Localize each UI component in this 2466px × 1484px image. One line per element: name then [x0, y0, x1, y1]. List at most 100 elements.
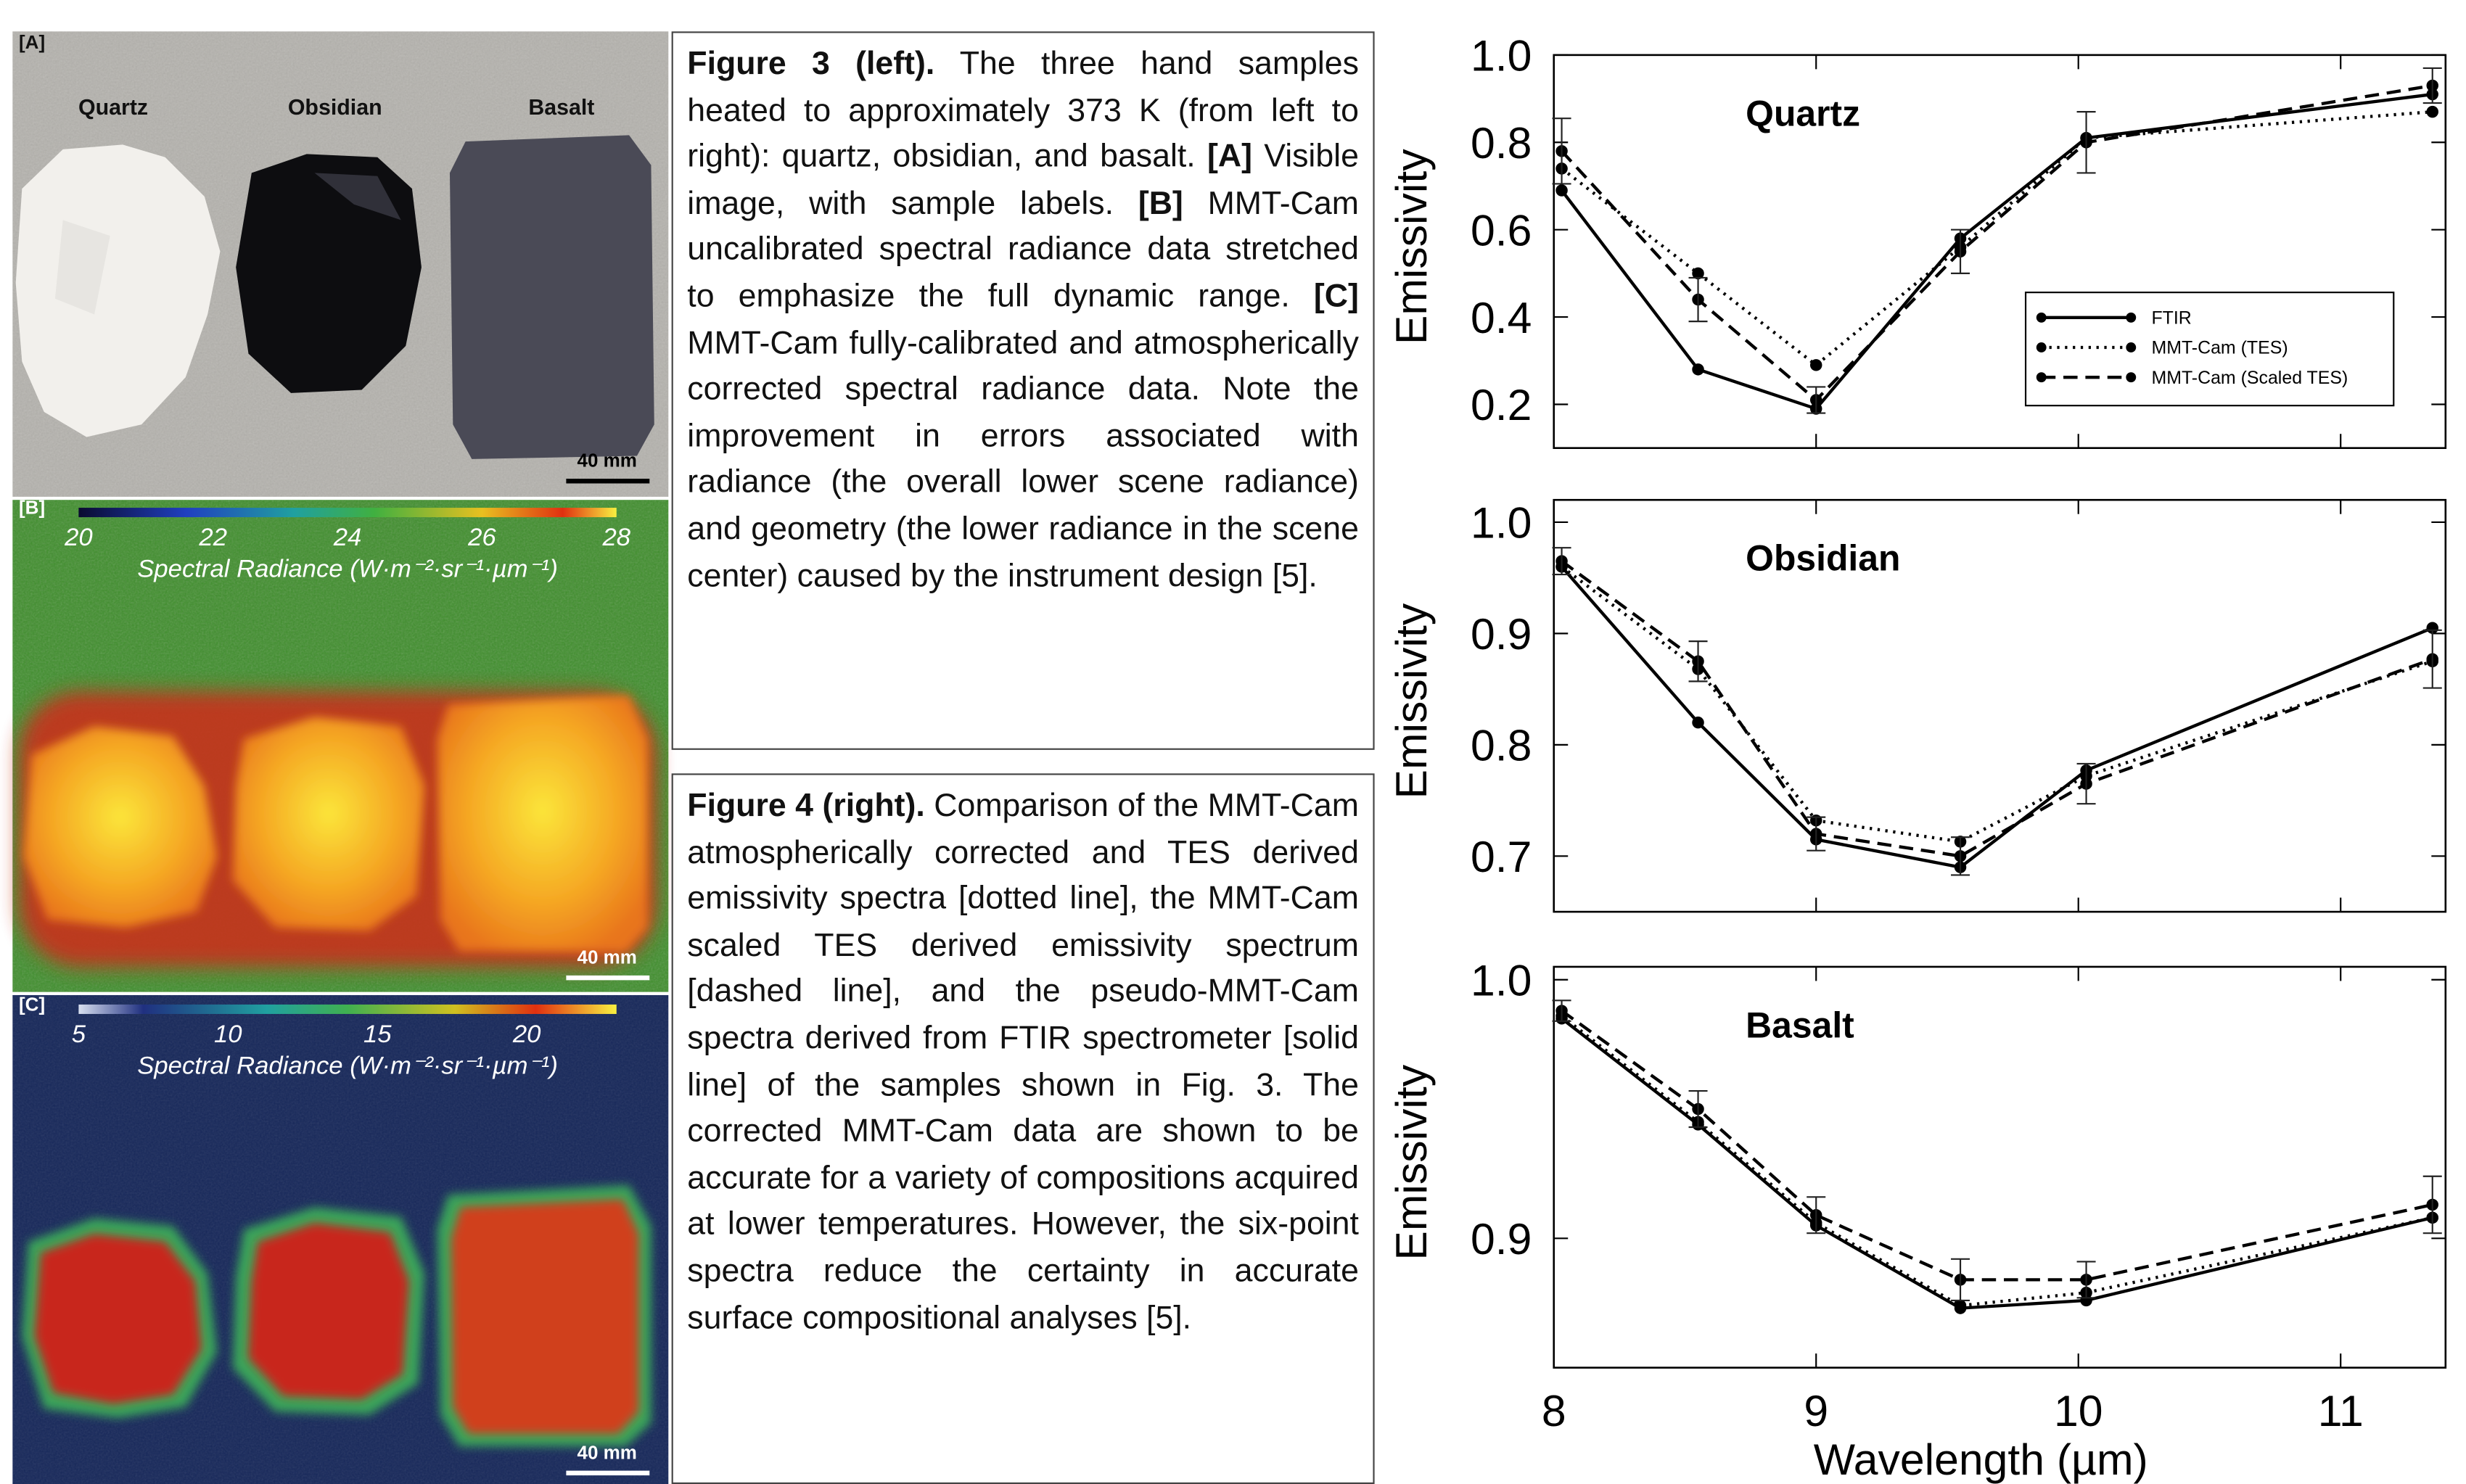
- caption-text: The three hand samples heated to approxi…: [687, 45, 1359, 175]
- y-tick-label: 0.9: [1471, 609, 1532, 659]
- caption-bold-text: [A]: [1207, 139, 1252, 175]
- panel-label: [C]: [19, 994, 45, 1015]
- caption-bold-text: Figure 3 (left).: [687, 45, 935, 82]
- error-bar: [2076, 762, 2096, 805]
- x-tick-label: 8: [1542, 1386, 1566, 1435]
- y-tick-label: 0.8: [1471, 721, 1532, 770]
- error-bar: [2422, 629, 2442, 689]
- error-bar: [1688, 640, 1708, 683]
- error-bar: [2422, 1175, 2442, 1234]
- x-tick-label: 9: [1804, 1386, 1828, 1435]
- sample-label: Quartz: [78, 96, 148, 120]
- plot-frame: [1553, 965, 2447, 1369]
- colorbar-tick-label: 22: [198, 524, 227, 551]
- x-tick-label: 10: [2054, 1386, 2103, 1435]
- error-bar: [2422, 67, 2442, 104]
- legend-swatch-dot: [2036, 312, 2047, 323]
- legend-label: MMT-Cam (TES): [2151, 338, 2288, 358]
- data-point: [1692, 267, 1704, 280]
- chart-title: Quartz: [1746, 93, 1860, 133]
- caption-bold-text: [C]: [1313, 278, 1359, 315]
- data-point: [1809, 359, 1822, 371]
- data-point: [1954, 1299, 1967, 1312]
- series-line: [1560, 565, 2433, 869]
- y-tick-label: 0.2: [1471, 380, 1532, 429]
- legend-swatch-dot: [2036, 342, 2047, 353]
- colorbar-tick-label: 20: [64, 524, 93, 551]
- colorbar-tick-label: 26: [467, 524, 496, 551]
- legend-swatch-dot: [2126, 372, 2137, 383]
- chart: 0.2 0.4 0.6 0.8 1.0 Emissivity Quartz FTIR MMT-C…: [1386, 31, 2447, 450]
- legend-swatch-dot: [2126, 312, 2137, 323]
- colorbar-label: Spectral Radiance (W·m⁻²·sr⁻¹·µm⁻¹): [137, 555, 558, 582]
- error-bar: [1807, 816, 1826, 852]
- panel-label: [A]: [19, 31, 45, 53]
- legend-frame: [2024, 292, 2395, 407]
- series-line: [1560, 83, 2433, 403]
- caption-bold-text: Figure 4 (right).: [687, 787, 925, 824]
- series-line: [1561, 1014, 2433, 1308]
- y-tick-label: 1.0: [1471, 955, 1532, 1005]
- error-bar: [1552, 118, 1571, 185]
- visible-photo: [12, 31, 669, 497]
- y-tick-label: 0.9: [1471, 1214, 1532, 1264]
- series-line: [1561, 1017, 2433, 1310]
- series-line: [1560, 92, 2433, 411]
- data-point: [2426, 105, 2438, 118]
- data-point: [1692, 716, 1704, 729]
- colorbar-label: Spectral Radiance (W·m⁻²·sr⁻¹·µm⁻¹): [137, 1052, 558, 1079]
- colorbar-tick-label: 20: [512, 1021, 541, 1048]
- panel-label: [B]: [19, 497, 45, 519]
- caption: Figure 3 (left). The three hand samples …: [671, 31, 1375, 750]
- legend-swatch-dot: [2036, 372, 2047, 383]
- error-bar: [1951, 836, 1970, 876]
- error-bar: [1807, 1196, 1826, 1234]
- chart-title: Basalt: [1746, 1005, 1854, 1045]
- sample-label: Obsidian: [288, 96, 382, 120]
- colorbar-tick-label: 28: [601, 524, 630, 551]
- sample-label: Basalt: [528, 96, 594, 120]
- series-line: [1561, 1009, 2433, 1282]
- x-axis-label: Wavelength (µm): [1814, 1435, 2148, 1484]
- caption-bold-text: [B]: [1138, 185, 1183, 222]
- radiance-image-calibrated: [12, 994, 669, 1484]
- scale-bar-label: 40 mm: [578, 947, 637, 968]
- y-axis-label: Emissivity: [1386, 149, 1436, 345]
- y-tick-label: 0.7: [1471, 832, 1532, 881]
- error-bar: [2076, 111, 2096, 174]
- legend: FTIR MMT-Cam (TES) MMT-Cam (Scaled TES): [2024, 292, 2395, 407]
- plot-frame: [1553, 54, 2447, 450]
- colorbar-tick-label: 10: [214, 1021, 242, 1048]
- colorbar-tick-label: 5: [72, 1021, 86, 1048]
- radiance-image-uncalibrated: [12, 500, 669, 992]
- y-axis-label: Emissivity: [1386, 603, 1436, 799]
- plot-frame: [1553, 498, 2447, 913]
- x-tick-label: 11: [2318, 1386, 2364, 1435]
- error-bar: [1807, 386, 1826, 414]
- caption: Figure 4 (right). Comparison of the MMT-…: [671, 773, 1375, 1484]
- error-bar: [1951, 1258, 1970, 1301]
- error-bar: [1552, 547, 1571, 576]
- data-point: [1692, 363, 1704, 376]
- caption-text: MMT-Cam fully-calibrated and atmospheric…: [687, 324, 1359, 594]
- caption-text: MMT-Cam uncalibrated spectral radiance d…: [687, 185, 1359, 315]
- scale-bar-label: 40 mm: [578, 1441, 637, 1463]
- series-line: [1561, 559, 2433, 858]
- caption-text: Comparison of the MMT-Cam atmosphericall…: [687, 787, 1359, 1336]
- series-line: [1561, 565, 2433, 844]
- series-line: [1561, 110, 2433, 368]
- legend-label: MMT-Cam (Scaled TES): [2151, 368, 2348, 388]
- error-bar: [1688, 1090, 1708, 1129]
- y-tick-label: 1.0: [1471, 498, 1532, 548]
- y-tick-label: 0.4: [1471, 293, 1532, 342]
- data-point: [1555, 184, 1568, 197]
- error-bar: [1552, 999, 1571, 1022]
- error-bar: [2076, 1261, 2096, 1299]
- legend-swatch-dot: [2126, 342, 2137, 353]
- legend-label: FTIR: [2151, 308, 2191, 328]
- chart: 0.9 1.0 8 9 10 11 Emissivity Wavelength (µm) Bas…: [1386, 955, 2447, 1484]
- chart: 0.7 0.8 0.9 1.0 Emissivity Obsidian: [1386, 498, 2447, 913]
